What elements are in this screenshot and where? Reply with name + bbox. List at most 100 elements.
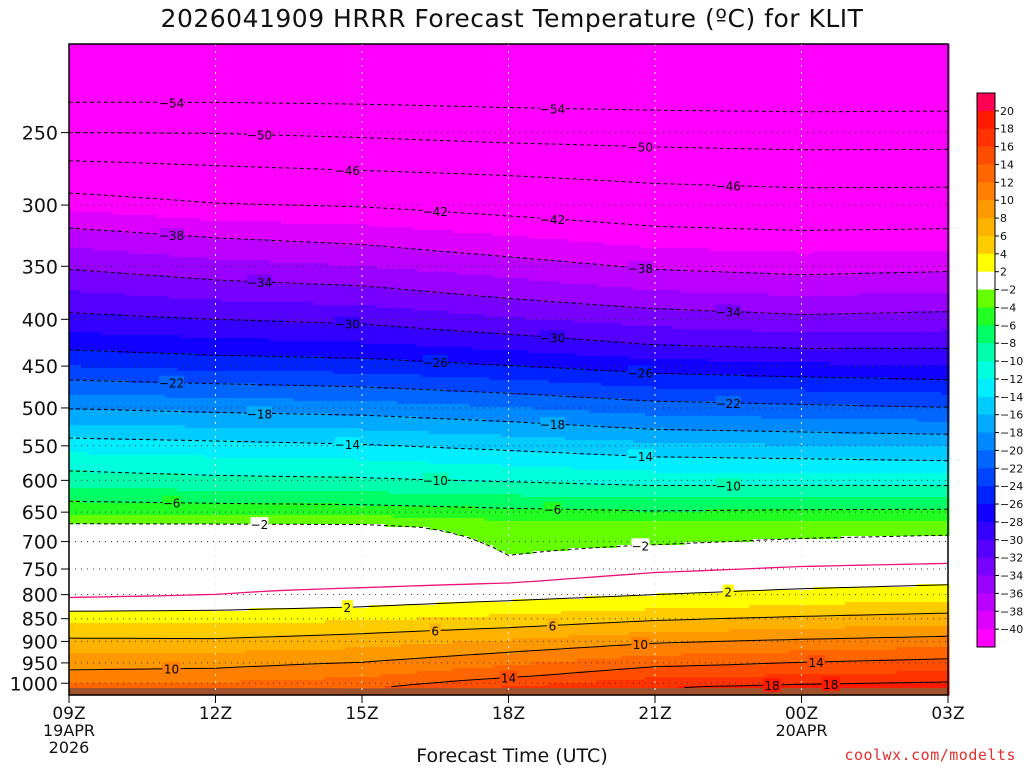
temperature-cell	[669, 443, 674, 459]
temperature-cell	[481, 419, 486, 435]
temperature-cell	[529, 599, 534, 615]
temperature-cell	[701, 431, 706, 444]
temperature-cell	[417, 389, 422, 405]
temperature-cell	[357, 443, 362, 462]
temperature-cell	[193, 257, 198, 279]
temperature-cell	[457, 293, 462, 315]
temperature-cell	[169, 440, 174, 456]
temperature-cell	[285, 302, 290, 324]
temperature-cell	[505, 449, 510, 468]
temperature-cell	[305, 284, 310, 303]
temperature-cell	[741, 251, 746, 273]
temperature-cell	[125, 611, 130, 624]
temperature-cell	[689, 542, 694, 594]
temperature-cell	[537, 281, 542, 303]
temperature-cell	[269, 476, 274, 492]
temperature-cell	[181, 524, 186, 612]
temperature-cell	[177, 653, 182, 669]
temperature-cell	[753, 293, 758, 315]
temperature-cell	[509, 452, 514, 468]
temperature-cell	[237, 611, 242, 624]
temperature-cell	[741, 362, 746, 375]
temperature-cell	[145, 335, 150, 354]
temperature-cell	[281, 476, 286, 492]
temperature-cell	[713, 329, 718, 348]
temperature-cell	[217, 653, 222, 669]
temperature-cell	[521, 554, 526, 600]
temperature-cell	[449, 602, 454, 618]
temperature-cell	[109, 425, 114, 441]
temperature-cell	[117, 653, 122, 669]
temperature-cell	[437, 494, 442, 507]
temperature-cell	[249, 608, 254, 624]
temperature-cell	[533, 281, 538, 300]
temperature-cell	[589, 470, 594, 486]
temperature-cell	[73, 653, 78, 672]
temperature-cell	[245, 503, 250, 516]
temperature-cell	[229, 503, 234, 516]
temperature-cell	[417, 329, 422, 348]
temperature-cell	[73, 488, 78, 501]
temperature-cell	[713, 665, 718, 678]
temperature-cell	[113, 473, 118, 489]
temperature-cell	[149, 395, 154, 411]
temperature-cell	[517, 626, 522, 639]
temperature-cell	[293, 386, 298, 402]
temperature-cell	[609, 521, 614, 549]
temperature-cell	[453, 272, 458, 294]
temperature-cell	[521, 395, 526, 408]
temperature-cell	[325, 284, 330, 306]
temperature-cell	[605, 485, 610, 498]
temperature-cell	[169, 278, 174, 300]
temperature-cell	[325, 263, 330, 285]
temperature-cell	[525, 521, 530, 555]
temperature-cell	[693, 389, 698, 402]
temperature-cell	[745, 251, 750, 273]
temperature-cell	[117, 524, 122, 612]
temperature-cell	[629, 440, 634, 456]
temperature-cell	[325, 341, 330, 360]
temperature-cell	[125, 524, 130, 612]
temperature-cell	[81, 452, 86, 471]
temperature-cell	[629, 485, 634, 498]
temperature-cell	[725, 431, 730, 444]
temperature-cell	[85, 623, 90, 639]
temperature-cell	[397, 326, 402, 345]
temperature-cell	[389, 359, 394, 375]
temperature-cell	[725, 311, 730, 330]
temperature-cell	[481, 653, 486, 669]
temperature-cell	[209, 440, 214, 459]
temperature-cell	[481, 449, 486, 465]
temperature-cell	[741, 629, 746, 642]
temperature-cell	[97, 230, 102, 252]
temperature-cell	[261, 428, 266, 444]
temperature-cell	[313, 341, 318, 357]
temperature-cell	[493, 434, 498, 450]
temperature-cell	[637, 611, 642, 621]
temperature-cell	[449, 506, 454, 519]
temperature-cell	[569, 440, 574, 453]
temperature-cell	[569, 521, 574, 549]
temperature-cell	[545, 44, 550, 240]
temperature-cell	[205, 653, 210, 669]
temperature-cell	[737, 404, 742, 417]
temperature-cell	[197, 398, 202, 414]
temperature-cell	[305, 458, 310, 477]
temperature-cell	[565, 599, 570, 612]
temperature-cell	[505, 554, 510, 603]
temperature-cell	[773, 473, 778, 486]
temperature-cell	[645, 248, 650, 270]
temperature-cell	[693, 665, 698, 678]
temperature-cell	[333, 662, 338, 678]
temperature-cell	[193, 524, 198, 612]
temperature-cell	[441, 293, 446, 312]
temperature-cell	[321, 428, 326, 444]
temperature-cell	[517, 257, 522, 279]
temperature-cell	[353, 416, 358, 429]
temperature-cell	[609, 485, 614, 498]
temperature-cell	[249, 239, 254, 261]
temperature-cell	[505, 257, 510, 279]
temperature-cell	[289, 44, 294, 225]
temperature-cell	[125, 455, 130, 474]
temperature-cell	[81, 623, 86, 639]
